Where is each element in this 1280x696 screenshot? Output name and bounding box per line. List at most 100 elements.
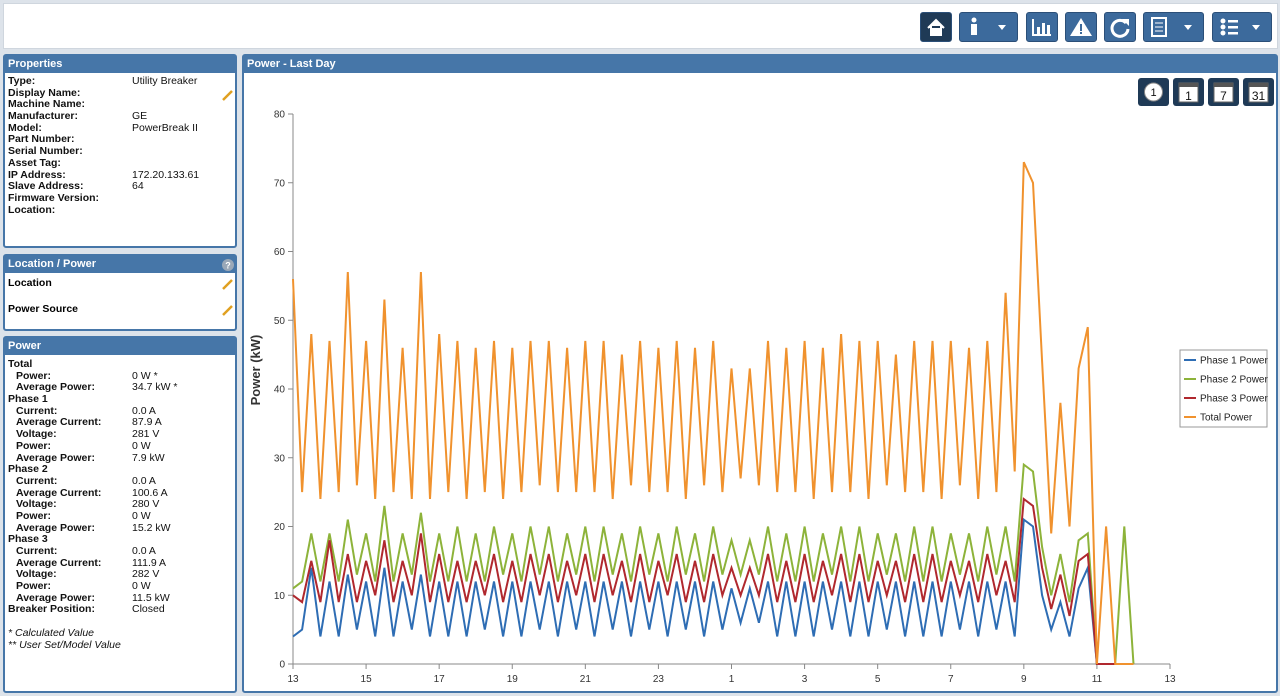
field-label: Average Power:: [16, 451, 95, 464]
x-tick-label: 1: [729, 674, 735, 685]
info-row: Average Power: 15.2 kW: [8, 521, 171, 535]
x-tick-label: 5: [875, 674, 881, 685]
y-tick-label: 50: [274, 316, 286, 327]
range-button[interactable]: 1: [1173, 78, 1204, 106]
home-button[interactable]: [920, 12, 952, 42]
properties-panel: Properties Type: Utility Breaker Display N…: [3, 54, 237, 248]
field-label: Asset Tag:: [8, 156, 61, 169]
info-row: Manufacturer: GE: [8, 110, 147, 123]
clock-button[interactable]: 1: [1138, 78, 1169, 106]
field-value: 64: [132, 180, 144, 193]
info-row: Voltage: 281 V: [8, 428, 159, 441]
info-row: Current: 0.0 A: [8, 475, 156, 488]
note: * Calculated Value: [8, 627, 94, 640]
series-line: [292, 497, 1134, 665]
range-label: 31: [1252, 89, 1266, 103]
info-row: Asset Tag:: [8, 156, 99, 170]
legend-box: [1179, 349, 1268, 428]
field-label: Manufacturer:: [8, 110, 79, 123]
alarm-button[interactable]: [1065, 12, 1097, 42]
field-value: 11.5 kW: [132, 591, 170, 604]
field-label: Power:: [16, 369, 52, 382]
field-label: Location: [8, 277, 52, 289]
info-button[interactable]: [959, 12, 1018, 42]
field-label: Power:: [16, 509, 52, 522]
info-row: Average Current: 87.9 A: [8, 416, 162, 429]
field-value: Utility Breaker: [132, 75, 198, 87]
info-row: Machine Name:: [8, 99, 99, 111]
legend-label: Phase 1 Power: [1200, 356, 1268, 367]
field-value: 87.9 A: [132, 416, 162, 429]
info-row: Average Power: 11.5 kW: [8, 591, 170, 605]
info-row: Type: Utility Breaker: [8, 75, 197, 88]
field-label: Average Power:: [16, 521, 95, 534]
help-icon[interactable]: ?: [221, 258, 235, 272]
field-value: 282 V: [132, 568, 160, 581]
svg-text:1: 1: [1150, 87, 1156, 99]
info-row: Power: 0 W: [8, 440, 151, 453]
edit-icon[interactable]: [221, 277, 235, 291]
info-row: IP Address: 172.20.133.61: [8, 169, 199, 182]
series-line: [292, 462, 1135, 665]
field-label: Model:: [8, 121, 42, 134]
toolbar: [3, 3, 1278, 49]
field-label: Display Name:: [8, 86, 81, 99]
field-label: Part Number:: [8, 133, 75, 146]
field-value: 0 W: [132, 580, 151, 593]
field-label: Type:: [8, 75, 36, 87]
field-value: 15.2 kW: [132, 521, 171, 534]
field-label: Machine Name:: [8, 98, 86, 111]
field-value: 172.20.133.61: [132, 168, 200, 181]
y-axis-label: Power (kW): [248, 335, 263, 406]
field-value: Closed: [132, 603, 165, 616]
field-value: 111.9 A: [132, 556, 167, 569]
info-row: Serial Number:: [8, 145, 99, 158]
field-label: Voltage:: [16, 568, 57, 581]
x-tick-label: 15: [361, 674, 373, 685]
calendar-top: [1249, 83, 1268, 87]
refresh-button[interactable]: [1104, 12, 1136, 42]
calendar-top: [1214, 83, 1233, 87]
field-value: PowerBreak II: [132, 121, 198, 134]
info-row: Average Power: 34.7 kW *: [8, 382, 178, 394]
field-label: Breaker Position:: [8, 603, 95, 616]
x-tick-label: 23: [653, 674, 665, 685]
field-value: 100.6 A: [132, 486, 168, 499]
panel-title: Properties: [5, 56, 235, 73]
range-button[interactable]: 7: [1208, 78, 1239, 106]
section-heading: Phase 2: [8, 463, 48, 476]
info-row: Slave Address: 64: [8, 180, 144, 193]
field-label: Slave Address:: [8, 180, 84, 193]
range-button[interactable]: 31: [1243, 78, 1274, 106]
list-button[interactable]: [1212, 12, 1272, 42]
field-value: 0.0 A: [132, 474, 156, 487]
y-tick-label: 30: [274, 453, 286, 464]
x-tick-label: 17: [434, 674, 446, 685]
info-row: Model: PowerBreak II: [8, 121, 198, 135]
legend-label: Total Power: [1200, 413, 1253, 424]
field-value: GE: [132, 110, 148, 123]
y-tick-label: 10: [274, 591, 286, 602]
field-label: Average Power:: [16, 591, 95, 604]
info-row: Voltage: 280 V: [8, 498, 159, 511]
report-button[interactable]: [1143, 12, 1204, 42]
field-label: Current:: [16, 545, 58, 557]
field-label: Current:: [16, 404, 58, 417]
info-row: Voltage: 282 V: [8, 568, 159, 581]
info-row: Average Power: 7.9 kW: [8, 451, 165, 465]
y-tick-label: 40: [274, 385, 286, 396]
x-tick-label: 13: [287, 674, 299, 685]
edit-icon[interactable]: [221, 303, 235, 317]
edit-icon[interactable]: [221, 88, 235, 102]
note: ** User Set/Model Value: [8, 638, 121, 651]
chart-button[interactable]: [1026, 12, 1058, 42]
y-tick-label: 60: [274, 247, 286, 258]
field-value: 281 V: [132, 428, 160, 441]
info-row: Power: 0 W: [8, 580, 151, 593]
info-row: Location:: [8, 204, 99, 217]
field-label: Power Source: [8, 303, 79, 315]
y-tick-label: 0: [279, 660, 285, 671]
field-label: Serial Number:: [8, 145, 83, 158]
field-label: Average Current:: [16, 416, 102, 429]
